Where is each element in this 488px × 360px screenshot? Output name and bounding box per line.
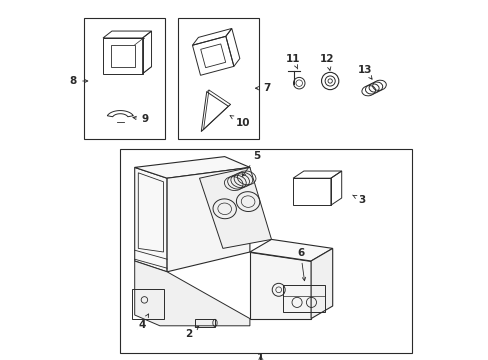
Text: 1: 1 [257, 353, 264, 360]
Polygon shape [199, 167, 271, 248]
Text: 5: 5 [242, 150, 260, 176]
Polygon shape [134, 261, 249, 326]
Text: 12: 12 [319, 54, 334, 70]
Text: 6: 6 [296, 248, 305, 281]
Bar [178, 18, 258, 139]
Text: 7: 7 [255, 83, 270, 93]
Polygon shape [249, 252, 310, 319]
Text: 3: 3 [352, 195, 365, 205]
Polygon shape [249, 239, 332, 261]
Text: 9: 9 [133, 114, 149, 124]
Polygon shape [167, 167, 249, 272]
Polygon shape [310, 248, 332, 319]
Polygon shape [134, 157, 249, 178]
Polygon shape [134, 167, 167, 272]
Text: 11: 11 [285, 54, 300, 69]
Text: 2: 2 [184, 327, 198, 339]
Text: 8: 8 [70, 76, 88, 86]
Bar [120, 149, 411, 353]
Text: 4: 4 [138, 314, 148, 330]
Text: 10: 10 [229, 116, 249, 128]
Bar [84, 18, 165, 139]
Text: 13: 13 [357, 65, 371, 79]
